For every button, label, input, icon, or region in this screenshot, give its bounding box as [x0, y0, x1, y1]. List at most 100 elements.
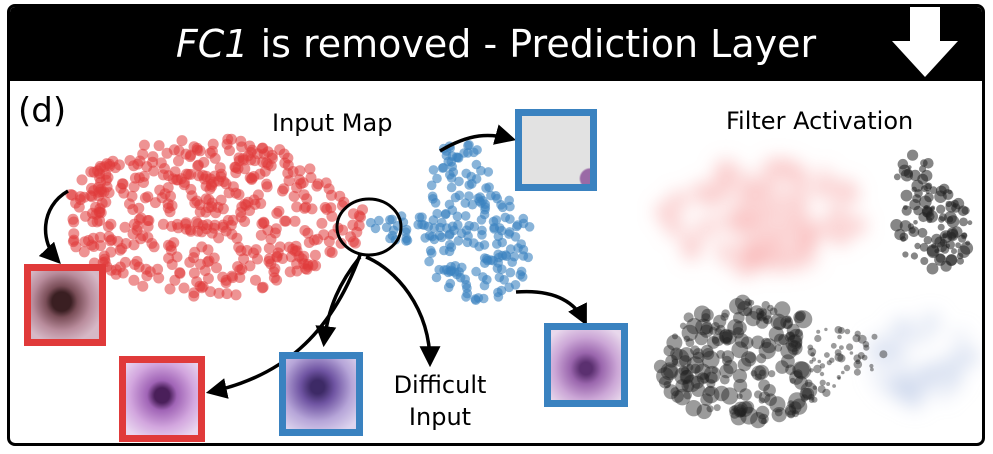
filter-bottom-dark-point — [735, 294, 751, 310]
filter-bottom-dark-point — [819, 379, 826, 386]
filter-bottom-dark-point — [679, 355, 692, 368]
filter-bottom-dark-point — [700, 393, 713, 407]
input-red-point — [197, 169, 209, 181]
input-blue-point — [437, 163, 448, 173]
filter-bottom-dark-point — [674, 388, 691, 406]
filter-bottom-dark-point — [750, 370, 757, 377]
input-red-point — [230, 289, 242, 301]
filter-bottom-dark-point — [683, 335, 690, 342]
input-red-point — [282, 167, 294, 179]
filter-bottom-dark-point — [773, 317, 787, 331]
input-blue-point — [471, 159, 482, 170]
filter-bottom-dark-point — [744, 298, 752, 306]
input-blue-point — [387, 214, 397, 225]
input-red-point — [188, 290, 200, 302]
input-red-point — [239, 163, 251, 175]
input-blue-point — [500, 212, 511, 223]
input-blue-point — [476, 198, 486, 208]
filter-bottom-dark-point — [720, 374, 730, 385]
input-blue-point — [464, 140, 474, 150]
input-blue-point — [426, 180, 437, 191]
filter-bottom-dark-point — [834, 349, 842, 356]
filter-bottom-dark-point — [754, 364, 770, 380]
filter-bottom-dark-point — [700, 322, 713, 335]
filter-bottom-dark-point — [711, 333, 725, 347]
filter-top-dark-point — [937, 223, 945, 231]
filter-activation-label: Filter Activation — [726, 107, 914, 135]
filter-top-dark-point — [925, 189, 930, 195]
filter-bottom-dark-point — [863, 344, 870, 351]
input-red-point — [337, 224, 349, 236]
input-map-blue-cluster — [366, 140, 535, 306]
filter-bottom-dark-point — [727, 319, 744, 336]
input-blue-point — [518, 244, 529, 255]
filter-top-haze-point — [846, 215, 865, 234]
filter-top-red-haze — [655, 157, 867, 278]
filter-bottom-dark-point — [719, 328, 734, 343]
filter-bottom-dark-point — [740, 336, 754, 350]
filter-bottom-dark-point — [665, 354, 678, 368]
input-blue-point — [417, 212, 427, 222]
filter-top-dark-point — [945, 240, 956, 250]
filter-bottom-dark-point — [780, 342, 798, 360]
filter-bottom-dark-point — [743, 307, 753, 317]
filter-top-haze-point — [743, 249, 762, 268]
input-blue-point — [464, 180, 475, 190]
difficult-input-label: Difficult Input — [390, 369, 490, 433]
filter-top-dark-point — [920, 159, 928, 167]
filter-bottom-dark-point — [857, 334, 867, 344]
filter-bottom-dark-point — [690, 375, 705, 389]
filter-bottom-dark-point — [793, 311, 805, 324]
input-red-point — [349, 237, 361, 249]
filter-bottom-dark-point — [834, 326, 843, 334]
filter-top-dark-point — [919, 242, 929, 252]
input-blue-point — [428, 215, 439, 225]
filter-bottom-dark-point — [768, 370, 776, 378]
arrow-to-blue-thumb-right — [515, 289, 587, 326]
input-blue-point — [517, 272, 528, 282]
input-blue-point — [505, 267, 516, 278]
filter-top-dark-point — [897, 158, 909, 170]
filter-bottom-dark-point — [809, 368, 814, 373]
input-red-point — [235, 135, 247, 147]
input-red-point — [184, 151, 196, 163]
filter-bottom-dark-point — [804, 379, 813, 388]
filter-bottom-dark-point — [791, 410, 800, 418]
filter-bottom-dark-point — [736, 393, 743, 400]
filter-bottom-dark-point — [763, 317, 770, 324]
input-blue-point — [445, 239, 455, 250]
input-blue-point — [446, 182, 457, 193]
input-blue-point — [493, 258, 504, 268]
filter-top-dark-point — [957, 205, 969, 217]
input-red-point — [280, 215, 292, 227]
input-red-point — [94, 215, 106, 227]
input-blue-point — [511, 221, 522, 232]
filter-bottom-dark-point — [748, 299, 755, 306]
input-red-point — [244, 260, 256, 272]
filter-bottom-dark-point — [775, 360, 789, 374]
input-blue-point — [482, 274, 492, 285]
filter-top-dark-point — [936, 204, 946, 214]
input-red-point — [204, 286, 216, 298]
difficult-label-line1: Difficult — [393, 371, 487, 399]
filter-bottom-dark-point — [781, 354, 795, 368]
input-red-point — [218, 176, 230, 188]
input-red-point — [152, 263, 164, 275]
filter-bottom-dark-point — [809, 359, 814, 364]
filter-bottom-dark-point — [659, 376, 672, 389]
input-blue-point — [449, 225, 459, 236]
filter-bottom-dark-point — [686, 356, 705, 374]
input-red-point — [274, 144, 286, 156]
filter-bottom-haze-point — [923, 313, 942, 332]
input-blue-point — [486, 190, 496, 201]
input-red-point — [79, 236, 91, 248]
filter-bottom-dark-point — [663, 381, 671, 389]
input-red-point — [230, 187, 242, 199]
filter-bottom-dark-point — [716, 350, 726, 359]
filter-bottom-dark-point — [666, 334, 683, 351]
filter-bottom-dark-point — [774, 301, 791, 318]
filter-bottom-haze-point — [897, 319, 916, 338]
filter-top-dark-point — [945, 200, 952, 208]
input-red-point — [309, 249, 321, 261]
arrow-to-difficult-label — [365, 255, 441, 368]
